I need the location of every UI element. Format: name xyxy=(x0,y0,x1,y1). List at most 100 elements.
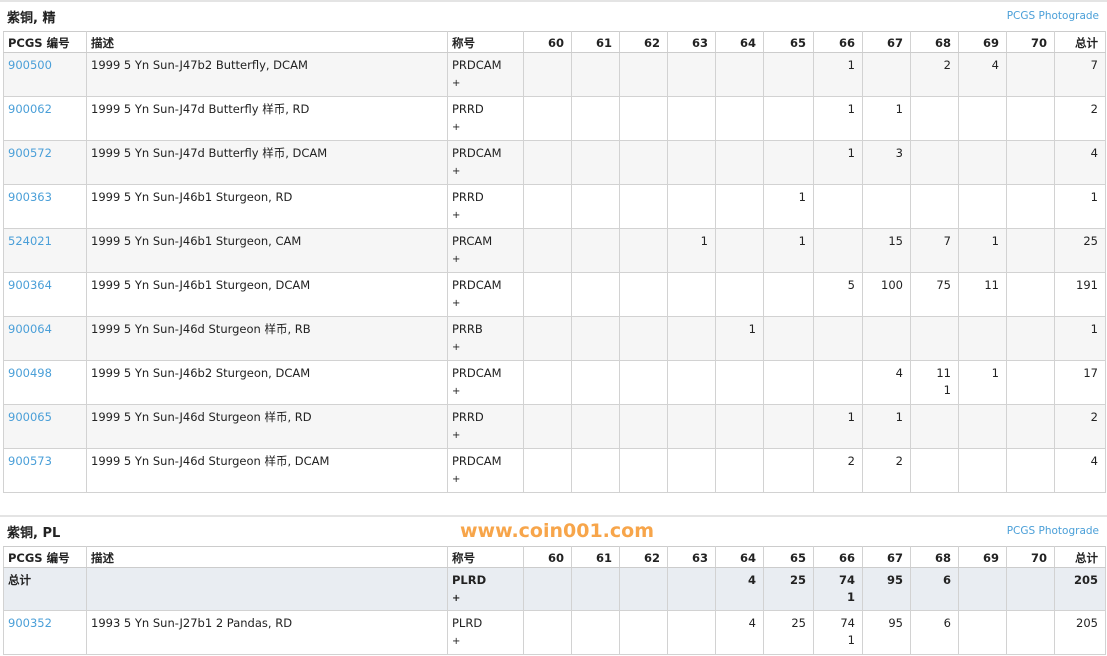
table-row: 900064 1999 5 Yn Sun-J46d Sturgeon 样币, RB… xyxy=(3,316,1106,361)
total-cell: 205 xyxy=(1054,610,1106,655)
header-grade[interactable]: 63 xyxy=(667,546,716,568)
header-total[interactable]: 总计 xyxy=(1054,31,1106,53)
header-grade[interactable]: 62 xyxy=(619,31,668,53)
header-grade[interactable]: 65 xyxy=(763,546,814,568)
header-designation[interactable]: 称号 xyxy=(447,31,524,53)
population-table: PCGS 编号 描述 称号 60 61 62 63 64 65 66 67 68 69 70 总计 90050… xyxy=(3,31,1106,493)
grade-count: 2 xyxy=(895,454,903,468)
header-grade[interactable]: 62 xyxy=(619,546,668,568)
header-grade[interactable]: 70 xyxy=(1006,546,1055,568)
pcgs-code-link[interactable]: 900572 xyxy=(8,146,52,160)
header-grade[interactable]: 68 xyxy=(910,31,959,53)
pcgs-code-link[interactable]: 900064 xyxy=(8,322,52,336)
grade-count: 74 xyxy=(838,573,855,587)
grade-count: 74 xyxy=(840,616,855,630)
grade-count-cell xyxy=(571,567,620,611)
pcgs-code-cell: 900498 xyxy=(3,360,87,405)
grade-count-cell xyxy=(1006,316,1055,361)
photograde-link[interactable]: PCGS Photograde xyxy=(1006,10,1099,22)
grade-count-cell xyxy=(523,610,572,655)
grade-count-cell xyxy=(619,228,668,273)
grade-count-cell xyxy=(523,140,572,185)
header-grade[interactable]: 70 xyxy=(1006,31,1055,53)
header-grade[interactable]: 67 xyxy=(862,31,911,53)
header-grade[interactable]: 61 xyxy=(571,546,620,568)
header-grade[interactable]: 61 xyxy=(571,31,620,53)
pcgs-code-cell: 总计 xyxy=(3,567,87,611)
grade-count-cell xyxy=(910,448,959,493)
grade-count-cell xyxy=(523,272,572,317)
grade-count-cell xyxy=(667,184,716,229)
header-code[interactable]: PCGS 编号 xyxy=(3,546,87,568)
designation: PRRB xyxy=(452,322,483,336)
pcgs-code-link[interactable]: 524021 xyxy=(8,234,52,248)
photograde-link[interactable]: PCGS Photograde xyxy=(1006,525,1099,537)
header-grade[interactable]: 60 xyxy=(523,31,572,53)
total-row: 总计 PLRD +4 25 74 1 95 6 205 xyxy=(3,567,1106,611)
grade-count-cell xyxy=(958,448,1007,493)
grade-count-cell xyxy=(862,184,911,229)
header-grade[interactable]: 68 xyxy=(910,546,959,568)
grade-count-cell: 2 xyxy=(910,52,959,97)
header-description[interactable]: 描述 xyxy=(86,31,448,53)
grade-count-cell: 1 xyxy=(763,228,814,273)
grade-count-cell xyxy=(619,567,668,611)
pcgs-code-link[interactable]: 900500 xyxy=(8,58,52,72)
pcgs-code-link[interactable]: 900352 xyxy=(8,616,52,630)
header-total[interactable]: 总计 xyxy=(1054,546,1106,568)
grade-plus-count: 1 xyxy=(943,383,951,397)
designation-cell: PRRD + xyxy=(447,404,524,449)
description-cell: 1999 5 Yn Sun-J46d Sturgeon 样币, DCAM xyxy=(86,448,448,493)
header-grade[interactable]: 69 xyxy=(958,546,1007,568)
header-grade[interactable]: 65 xyxy=(763,31,814,53)
pcgs-code-link[interactable]: 900573 xyxy=(8,454,52,468)
grade-count-cell xyxy=(619,96,668,141)
grade-count-cell: 25 xyxy=(763,610,814,655)
pcgs-code-link[interactable]: 900065 xyxy=(8,410,52,424)
grade-count-cell xyxy=(619,140,668,185)
pcgs-code-link[interactable]: 900364 xyxy=(8,278,52,292)
description-cell: 1999 5 Yn Sun-J46b2 Sturgeon, DCAM xyxy=(86,360,448,405)
grade-count-cell xyxy=(763,316,814,361)
designation: PRRD xyxy=(452,102,484,116)
grade-count-cell xyxy=(619,360,668,405)
pcgs-code-link[interactable]: 900363 xyxy=(8,190,52,204)
grade-count-cell: 7 xyxy=(910,228,959,273)
designation-cell: PRRD + xyxy=(447,184,524,229)
grade-count-cell xyxy=(619,610,668,655)
total-cell: 25 xyxy=(1054,228,1106,273)
header-grade[interactable]: 64 xyxy=(715,546,764,568)
grade-count-cell xyxy=(571,140,620,185)
header-code[interactable]: PCGS 编号 xyxy=(3,31,87,53)
grade-count-cell xyxy=(571,316,620,361)
grade-count-cell xyxy=(715,228,764,273)
header-designation[interactable]: 称号 xyxy=(447,546,524,568)
header-grade[interactable]: 63 xyxy=(667,31,716,53)
grade-count: 3 xyxy=(895,146,903,160)
header-grade[interactable]: 67 xyxy=(862,546,911,568)
grade-count-cell: 1 xyxy=(862,96,911,141)
grade-count-cell xyxy=(523,567,572,611)
plus-designation: + xyxy=(452,636,461,647)
header-grade[interactable]: 64 xyxy=(715,31,764,53)
header-grade[interactable]: 60 xyxy=(523,546,572,568)
grade-count-cell xyxy=(1006,140,1055,185)
grade-count-cell xyxy=(571,272,620,317)
header-description[interactable]: 描述 xyxy=(86,546,448,568)
pcgs-code-link[interactable]: 900498 xyxy=(8,366,52,380)
pcgs-code-link[interactable]: 900062 xyxy=(8,102,52,116)
grade-count-cell: 15 xyxy=(862,228,911,273)
grade-count-cell xyxy=(813,316,863,361)
pcgs-code-cell: 900573 xyxy=(3,448,87,493)
grade-count: 1 xyxy=(847,410,855,424)
header-grade[interactable]: 66 xyxy=(813,31,863,53)
grade-count-cell: 4 xyxy=(862,360,911,405)
grade-count-cell xyxy=(958,96,1007,141)
grade-count-cell xyxy=(763,52,814,97)
designation-cell: PLRD + xyxy=(447,610,524,655)
grade-count-cell xyxy=(910,316,959,361)
header-grade[interactable]: 69 xyxy=(958,31,1007,53)
table-row: 900065 1999 5 Yn Sun-J46d Sturgeon 样币, RD… xyxy=(3,404,1106,449)
section-header: 紫铜, 精 PCGS Photograde xyxy=(0,0,1107,31)
header-grade[interactable]: 66 xyxy=(813,546,863,568)
